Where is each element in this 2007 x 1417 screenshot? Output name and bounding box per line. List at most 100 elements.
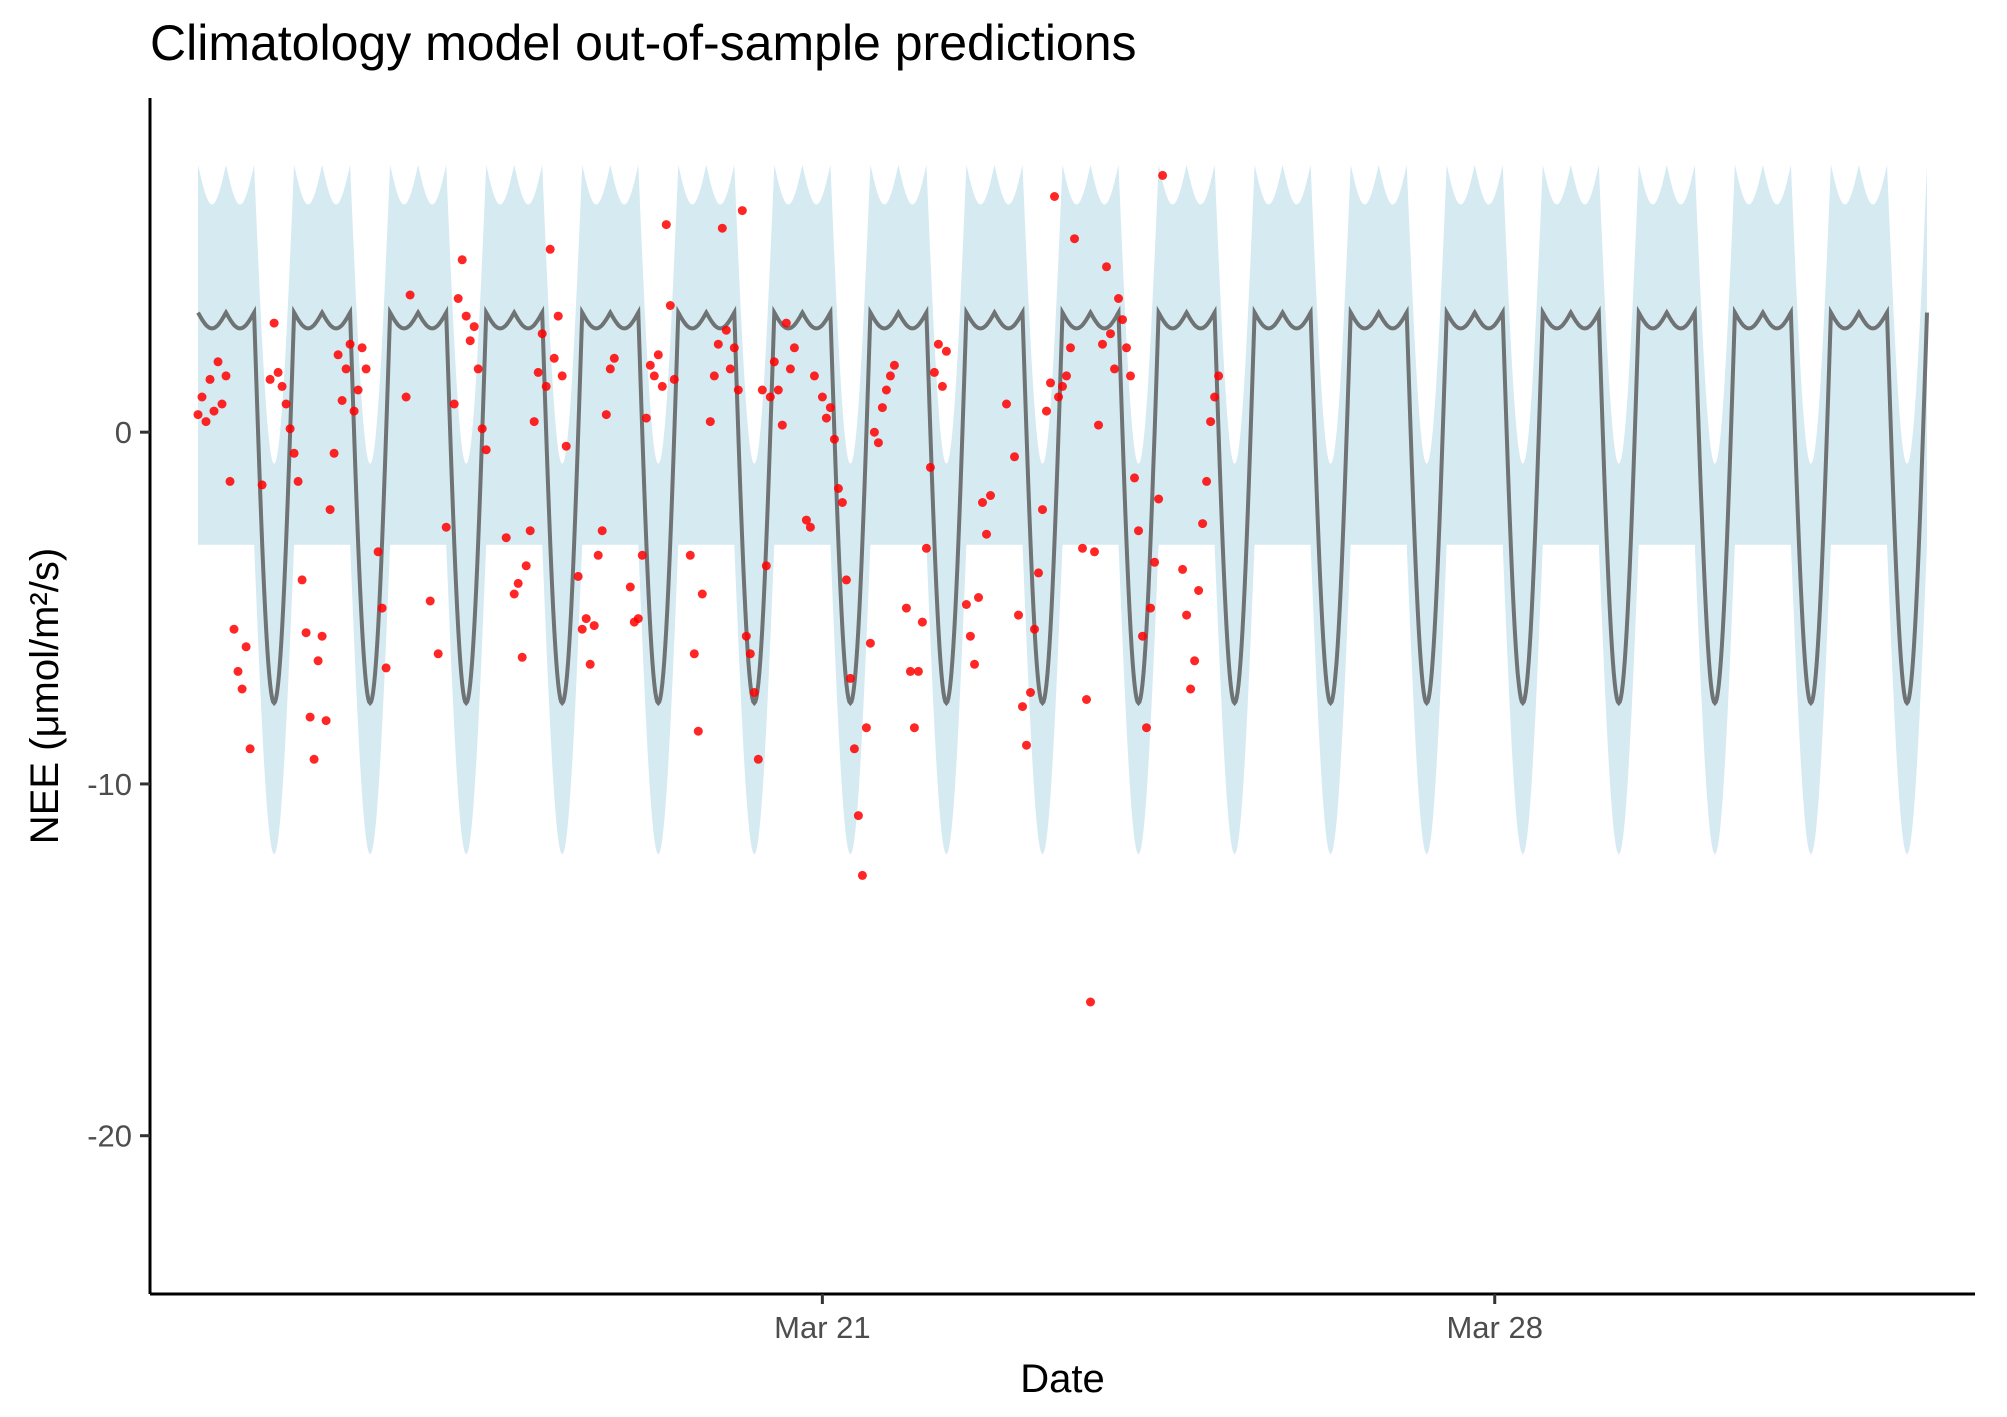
observation-point	[545, 244, 555, 254]
observation-point	[381, 663, 391, 673]
observation-point	[193, 410, 203, 420]
observation-point	[601, 410, 611, 420]
observation-point	[541, 381, 551, 391]
observation-point	[289, 448, 299, 458]
chart-title: Climatology model out-of-sample predicti…	[150, 15, 1137, 71]
observation-point	[1190, 656, 1200, 666]
observation-point	[441, 522, 451, 532]
observation-point	[773, 385, 783, 395]
observation-point	[209, 406, 219, 416]
axes	[148, 98, 1975, 1296]
observation-point	[245, 744, 255, 754]
observation-point	[645, 360, 655, 370]
observation-point	[305, 712, 315, 722]
observation-point	[477, 424, 487, 434]
observation-point	[809, 371, 819, 381]
observation-point	[1018, 702, 1027, 712]
observation-point	[1062, 371, 1071, 381]
observation-point	[745, 649, 755, 659]
observation-point	[1206, 417, 1216, 427]
observation-point	[857, 870, 867, 880]
observation-point	[733, 385, 743, 395]
observation-point	[517, 652, 527, 662]
observation-point	[461, 311, 471, 321]
observation-point	[521, 561, 531, 571]
observation-point	[473, 364, 483, 374]
observation-point	[277, 381, 287, 391]
observation-point	[1214, 371, 1224, 381]
observation-point	[765, 392, 775, 402]
observation-point	[321, 716, 331, 726]
observation-point	[297, 575, 307, 585]
observation-point	[833, 484, 843, 493]
observation-point	[1026, 688, 1035, 697]
observation-point	[225, 476, 235, 486]
observation-point	[789, 343, 799, 353]
observation-point	[329, 448, 339, 458]
observation-point	[553, 311, 563, 321]
y-tick-label: -10	[87, 767, 132, 802]
observation-point	[849, 744, 859, 754]
observation-point	[641, 413, 651, 423]
observation-point	[405, 290, 415, 300]
observation-point	[1042, 406, 1051, 416]
observation-point	[549, 353, 559, 363]
observation-point	[341, 364, 351, 374]
observation-point	[1078, 543, 1087, 553]
observation-point	[501, 533, 511, 543]
observation-point	[901, 603, 911, 613]
observation-point	[873, 438, 883, 448]
observation-point	[345, 339, 355, 349]
observation-point	[741, 631, 751, 641]
observation-point	[481, 445, 491, 455]
observation-point	[401, 392, 411, 402]
observation-point	[817, 392, 827, 402]
observation-point	[777, 420, 787, 430]
observation-point	[781, 318, 791, 328]
observation-point	[801, 515, 811, 525]
observation-point	[805, 522, 815, 532]
observation-point	[1002, 399, 1011, 409]
observation-point	[1030, 624, 1039, 634]
observation-point	[589, 621, 599, 631]
observation-point	[909, 723, 919, 733]
observation-point	[293, 476, 303, 486]
observation-point	[1082, 695, 1091, 704]
observation-point	[753, 754, 763, 764]
observation-point	[269, 318, 279, 328]
observation-point	[1178, 564, 1188, 574]
observation-point	[1022, 740, 1031, 750]
observation-point	[937, 381, 947, 391]
observation-point	[929, 367, 939, 377]
observation-point	[593, 550, 603, 560]
observation-point	[233, 666, 243, 676]
observation-point	[1210, 392, 1220, 402]
observation-point	[725, 364, 735, 374]
observation-point	[669, 374, 679, 384]
observation-point	[749, 688, 759, 697]
observation-point	[1130, 473, 1139, 483]
observation-point	[469, 322, 479, 332]
observation-point	[661, 220, 671, 230]
observation-point	[1098, 339, 1107, 349]
observation-point	[689, 649, 699, 659]
observation-point	[717, 223, 727, 233]
observation-point	[217, 399, 227, 409]
observation-point	[1050, 192, 1059, 201]
observation-point	[529, 417, 539, 427]
observation-point	[965, 631, 975, 641]
observation-point	[1182, 610, 1192, 620]
observation-point	[933, 339, 943, 349]
observation-point	[533, 367, 543, 377]
observation-point	[697, 589, 707, 599]
observation-point	[425, 596, 435, 606]
observation-point	[653, 350, 663, 360]
observation-point	[721, 325, 731, 335]
observation-point	[961, 600, 971, 609]
x-tick-label: Mar 28	[1446, 1310, 1542, 1345]
observation-point	[1154, 494, 1164, 504]
observation-point	[1150, 557, 1160, 567]
observation-point	[845, 673, 855, 683]
observation-point	[1114, 294, 1123, 303]
observation-points	[193, 170, 1224, 1007]
